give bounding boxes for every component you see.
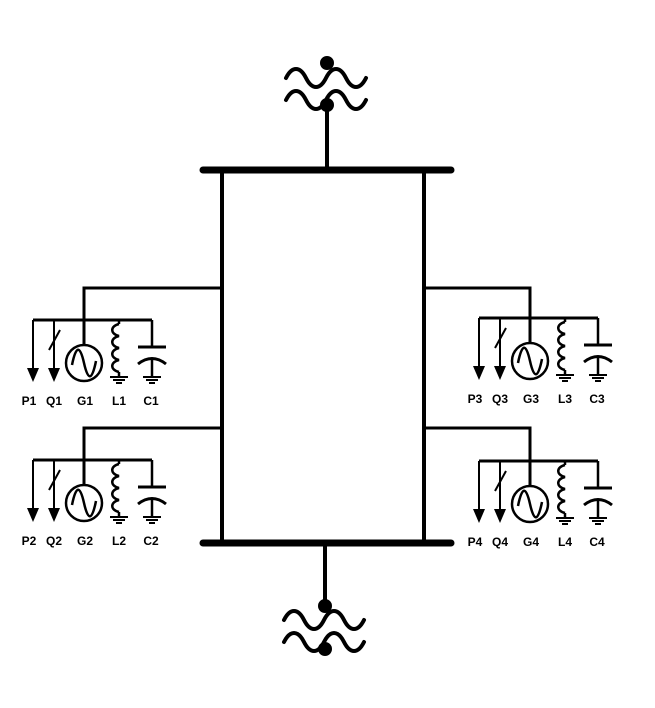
group-4-label-g: G4 [523,535,539,549]
feeder-4-line [424,426,532,461]
group-3-label-g: G3 [523,392,539,406]
bus-frame [199,166,455,547]
group-1: P1 Q1 G1 L1 C1 [22,318,167,408]
feeder-2 [82,426,222,460]
group-4-label-p: P4 [468,535,483,549]
group-2: P2 Q2 G2 L2 C2 [22,458,167,548]
group-3-label-q: Q3 [492,392,508,406]
group-4-label-c: C4 [589,535,605,549]
group-2-p-arrow-icon [27,508,39,522]
transformer-top [284,56,368,172]
group-4-q-arrow-icon [494,509,506,523]
group-2-label-l: L2 [112,534,126,548]
group-2-q-slash [48,469,61,491]
transformer-top-upper-winding-icon [284,67,368,89]
group-3-q-slash [494,327,507,349]
group-2-sine-wave-icon [70,488,98,518]
group-4-label-l: L4 [558,535,572,549]
group-2-inductor-icon [111,462,120,514]
group-1-inductor-icon [111,322,120,374]
feeder-1-line [82,286,222,320]
group-3-q-arrow-icon [494,366,506,380]
group-4: P4 Q4 G4 L4 C4 [468,459,613,549]
group-2-label-p: P2 [22,534,37,548]
group-2-q-arrow-icon [48,508,60,522]
group-1-q-arrow-icon [48,368,60,382]
group-2-label-c: C2 [143,534,159,548]
group-1-generator-icon [64,343,104,383]
group-1-label-g: G1 [77,394,93,408]
group-1-p-arrow-icon [27,368,39,382]
feeder-2-line [82,426,222,460]
transformer-bottom [282,541,366,656]
feeder-1 [82,286,222,320]
group-3: P3 Q3 G3 L3 C3 [468,316,613,406]
transformer-bottom-terminal-lower [318,642,332,656]
group-4-generator-icon [510,484,550,524]
group-4-label-q: Q4 [492,535,508,549]
group-3-generator-icon [510,341,550,381]
transformer-bottom-lower-winding-icon [282,631,366,653]
group-4-q-slash [494,470,507,492]
group-1-label-l: L1 [112,394,126,408]
feeder-3 [424,286,532,318]
group-4-inductor-icon [557,463,566,515]
group-1-label-p: P1 [22,394,37,408]
group-2-label-g: G2 [77,534,93,548]
group-3-label-p: P3 [468,392,483,406]
transformer-top-terminal-upper [320,56,334,70]
group-1-q-slash [48,329,61,351]
group-2-label-q: Q2 [46,534,62,548]
feeder-4 [424,426,532,461]
group-3-p-arrow-icon [473,366,485,380]
group-2-generator-icon [64,483,104,523]
group-4-sine-wave-icon [516,489,544,519]
group-1-label-c: C1 [143,394,159,408]
group-3-label-l: L3 [558,392,572,406]
group-1-sine-wave-icon [70,348,98,378]
transformer-bottom-upper-winding-icon [282,609,366,631]
feeder-3-line [424,286,532,318]
group-3-label-c: C3 [589,392,605,406]
group-1-label-q: Q1 [46,394,62,408]
transformer-bottom-terminal-upper [318,599,332,613]
group-4-p-arrow-icon [473,509,485,523]
group-3-inductor-icon [557,320,566,372]
group-3-sine-wave-icon [516,346,544,376]
